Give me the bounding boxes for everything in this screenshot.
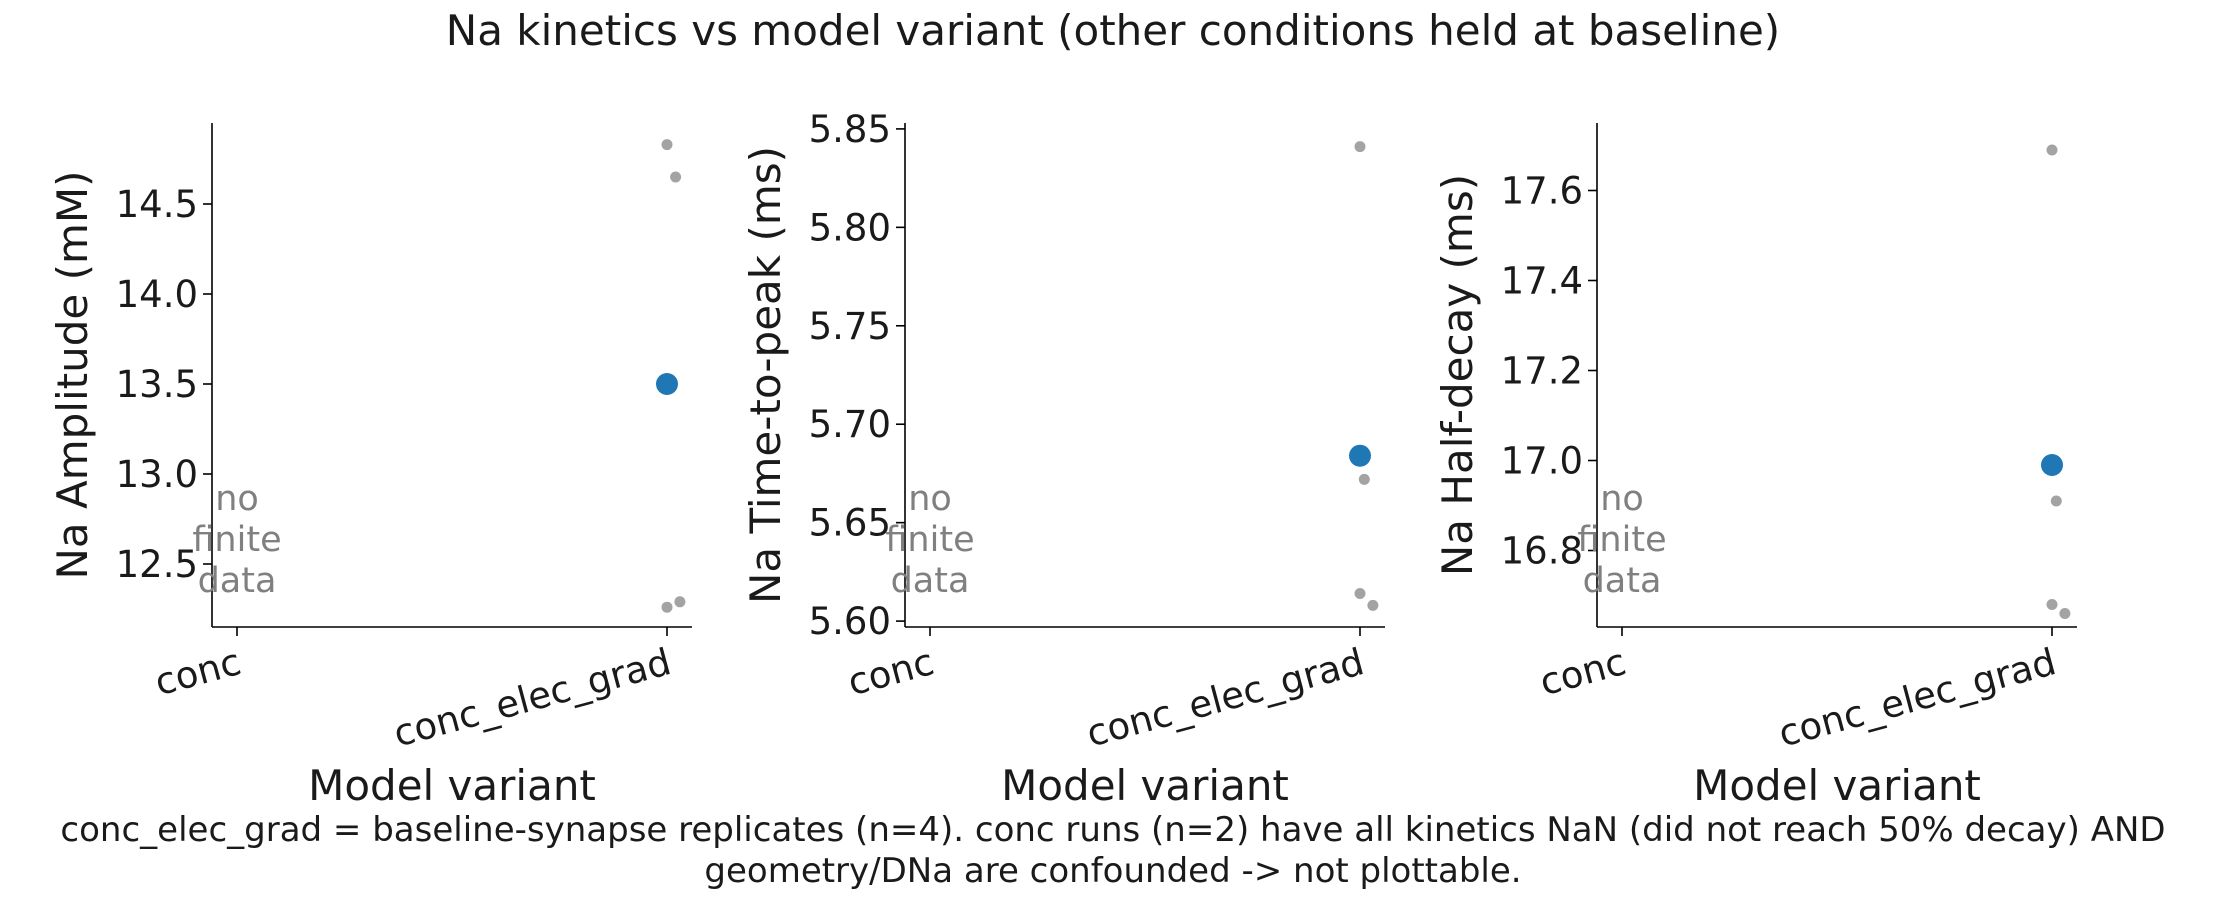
mean-point (2041, 454, 2063, 476)
replicate-point (1367, 599, 1379, 611)
y-tick-label: 5.70 (809, 403, 891, 446)
caption-line-2: geometry/DNa are confounded -> not plott… (704, 851, 1521, 891)
no-data-annotation: finite (885, 520, 974, 560)
replicate-point (2050, 495, 2062, 507)
y-tick-label: 5.85 (809, 108, 891, 151)
chart-panel-2: 5.60 5.65 5.70 5.75 5.80 5.85 conc conc_elec_gr… (741, 108, 1385, 810)
x-tick-label: conc (843, 640, 938, 704)
y-tick-label: 5.60 (809, 600, 891, 643)
x-axis-label: Model variant (1693, 761, 1981, 810)
y-tick-label: 13.5 (116, 363, 198, 406)
x-tick-label: conc_elec_grad (1082, 640, 1368, 755)
panels-container: 12.5 13.0 13.5 14.0 14.5 conc conc_elec_grad Mo… (48, 108, 2077, 810)
mean-point (1349, 444, 1371, 467)
replicate-point (670, 171, 682, 183)
replicate-point (2046, 599, 2058, 610)
no-data-annotation: data (1583, 561, 1662, 601)
chart-panel-1: 12.5 13.0 13.5 14.0 14.5 conc conc_elec_grad Mo… (48, 123, 692, 810)
y-tick-label: 5.75 (809, 305, 891, 348)
x-axis-label: Model variant (308, 761, 596, 810)
y-tick-label: 12.5 (116, 543, 198, 586)
y-tick-label: 16.8 (1501, 530, 1583, 573)
y-axis-label: Na Half-decay (ms) (1433, 174, 1482, 576)
y-tick-label: 17.2 (1501, 350, 1583, 393)
y-tick-label: 17.0 (1501, 440, 1583, 483)
replicate-point (2059, 608, 2071, 619)
no-data-annotation: no (215, 479, 259, 519)
no-data-annotation: no (1600, 479, 1644, 519)
replicate-point (661, 139, 673, 151)
no-data-annotation: no (908, 479, 952, 519)
x-tick-label: conc (1535, 640, 1630, 704)
caption-line-1: conc_elec_grad = baseline-synapse replic… (60, 810, 2165, 850)
y-tick-label: 14.5 (116, 183, 198, 226)
y-tick-label: 17.6 (1501, 170, 1583, 213)
replicate-point (1358, 473, 1370, 485)
y-axis-label: Na Amplitude (mM) (48, 170, 97, 579)
y-tick-label: 5.80 (809, 206, 891, 249)
y-tick-label: 14.0 (116, 273, 198, 316)
mean-point (656, 373, 678, 395)
replicate-point (661, 601, 673, 613)
no-data-annotation: finite (1577, 520, 1666, 560)
x-tick-label: conc_elec_grad (389, 640, 675, 755)
y-axis-label: Na Time-to-peak (ms) (741, 146, 790, 604)
x-axis-label: Model variant (1001, 761, 1289, 810)
no-data-annotation: data (198, 561, 277, 601)
x-tick-label: conc (150, 640, 245, 704)
replicate-point (1354, 588, 1366, 600)
figure-title: Na kinetics vs model variant (other cond… (446, 6, 1780, 55)
replicate-point (2046, 144, 2058, 156)
no-data-annotation: finite (192, 520, 281, 560)
y-tick-label: 17.4 (1501, 260, 1583, 303)
replicate-point (1354, 141, 1366, 153)
x-tick-label: conc_elec_grad (1774, 640, 2060, 755)
replicate-point (674, 596, 686, 608)
chart-panel-3: 16.8 17.0 17.2 17.4 17.6 conc conc_elec_grad Mo… (1433, 123, 2077, 810)
y-tick-label: 5.65 (809, 502, 891, 545)
y-tick-label: 13.0 (116, 453, 198, 496)
no-data-annotation: data (891, 561, 970, 601)
